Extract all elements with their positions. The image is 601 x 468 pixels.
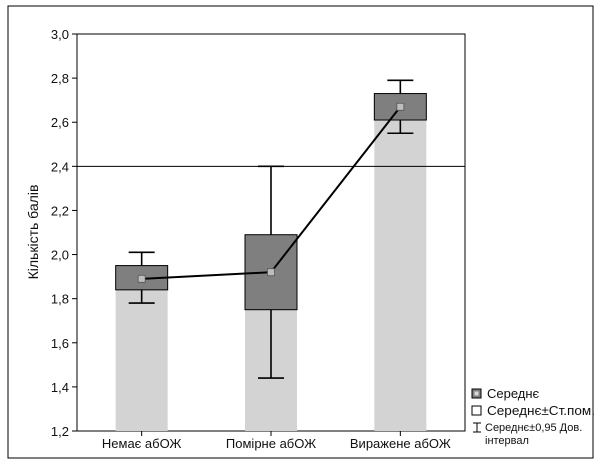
mean-marker (267, 268, 275, 277)
legend: Середнє Середнє±Ст.пом. Середнє±0,95 Дов… (471, 386, 595, 447)
y-axis-label: Кількість балів (25, 185, 41, 280)
se-box (373, 93, 427, 121)
y-tick-label: 2,8 (51, 71, 69, 86)
legend-mean-icon (471, 388, 482, 399)
mean-marker-layer (137, 102, 405, 283)
y-tick-label: 2,2 (51, 203, 69, 218)
y-tick-label: 1,8 (51, 292, 69, 307)
whisker-layer (128, 79, 414, 379)
y-tick-label: 1,6 (51, 336, 69, 351)
legend-ci-label: Середнє±0,95 Дов. інтервал (485, 422, 583, 447)
x-ticks: Немає абОЖ Помірне абОЖ Виражене абОЖ (102, 431, 451, 451)
category-bar (374, 93, 427, 432)
y-tick-label: 1,4 (51, 380, 69, 395)
y-tick-label: 3,0 (51, 27, 69, 42)
legend-mean-label: Середнє (487, 386, 540, 401)
legend-ci-icon (473, 422, 481, 433)
x-tick-label: Немає абОЖ (102, 436, 182, 451)
mean-marker (137, 274, 146, 283)
y-tick-label: 2,6 (51, 115, 69, 130)
x-tick-label: Помірне абОЖ (226, 436, 316, 451)
legend-se-icon (471, 405, 482, 416)
y-tick-label: 2,0 (51, 248, 69, 263)
legend-ci-container: Середнє±0,95 Дов. інтервал (485, 422, 583, 447)
mean-marker (396, 102, 405, 111)
x-tick-label: Виражене абОЖ (350, 436, 451, 451)
y-ticks: 1,2 1,4 1,6 1,8 2,0 2,2 2,4 2,6 2,8 3,0 (51, 27, 77, 439)
legend-se-label: Середнє±Ст.пом. (487, 403, 595, 418)
y-tick-label: 1,2 (51, 424, 69, 439)
outer-frame (7, 5, 594, 459)
y-tick-label: 2,4 (51, 159, 69, 174)
bars-layer (115, 93, 427, 432)
